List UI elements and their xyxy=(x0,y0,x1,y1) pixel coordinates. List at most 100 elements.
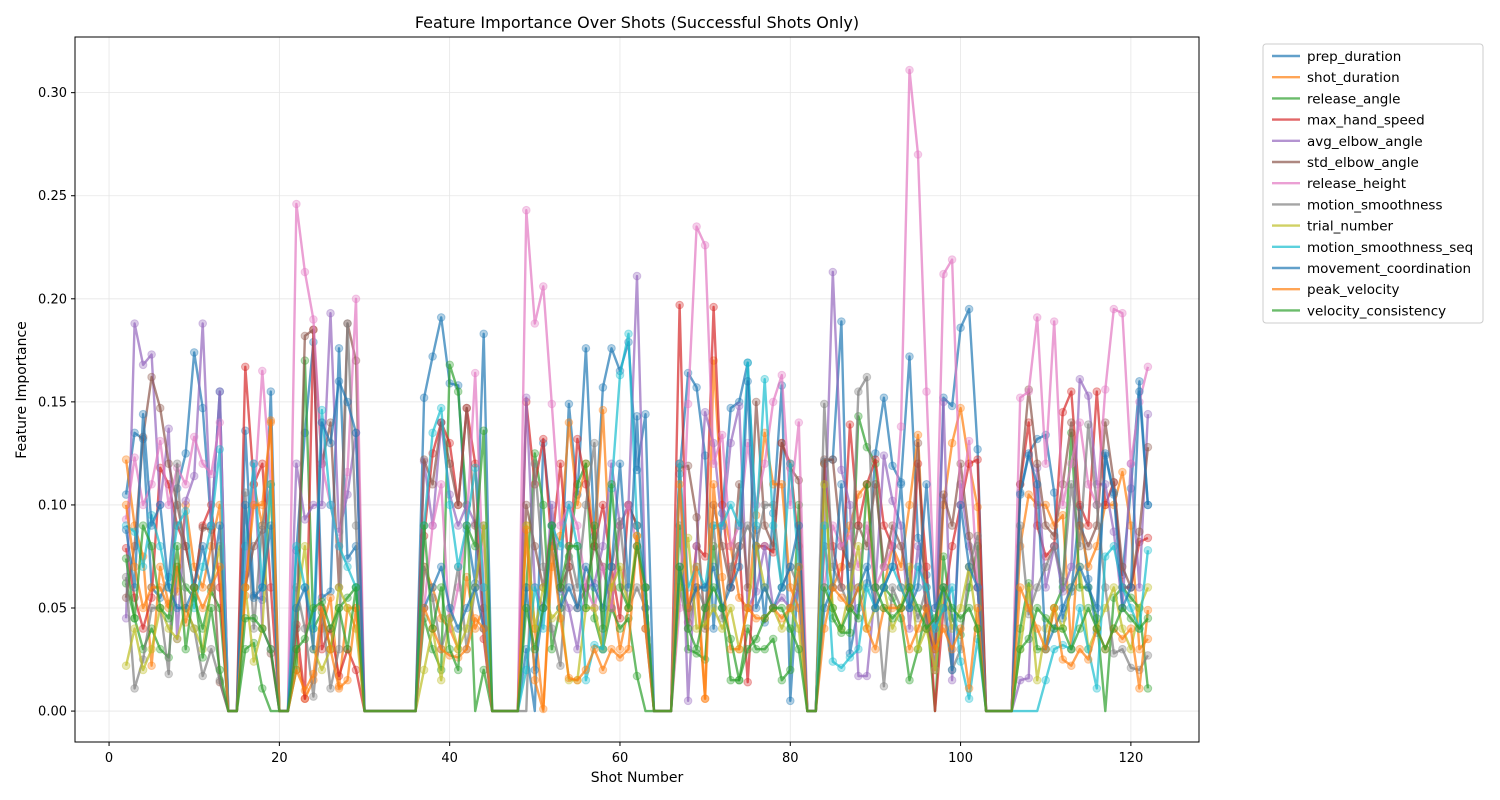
data-point xyxy=(564,541,574,551)
data-point xyxy=(419,393,429,403)
data-point xyxy=(343,397,352,407)
data-point xyxy=(309,500,318,510)
data-point xyxy=(462,603,472,613)
data-point xyxy=(964,531,974,541)
data-point xyxy=(615,644,625,654)
data-point xyxy=(1024,634,1033,644)
y-tick-label: 0.00 xyxy=(38,705,67,720)
data-point xyxy=(598,644,608,654)
data-point xyxy=(164,500,173,510)
data-point xyxy=(1015,644,1025,654)
data-point xyxy=(1084,603,1093,613)
data-point xyxy=(343,562,352,572)
data-point xyxy=(837,480,846,489)
data-point xyxy=(709,302,718,312)
data-point xyxy=(922,387,931,396)
data-point xyxy=(479,329,489,339)
data-point xyxy=(879,521,889,530)
data-point xyxy=(428,480,437,489)
data-point xyxy=(939,583,948,592)
data-point xyxy=(683,696,693,706)
data-point xyxy=(692,562,701,572)
data-point xyxy=(854,614,863,623)
data-point xyxy=(198,541,207,551)
data-point xyxy=(947,541,957,551)
data-point xyxy=(215,387,225,396)
data-point xyxy=(334,684,344,693)
data-point xyxy=(905,644,914,654)
data-point xyxy=(309,692,318,701)
y-axis-title: Feature Importance xyxy=(14,321,30,459)
data-point xyxy=(479,426,489,436)
data-point xyxy=(939,624,948,633)
data-point xyxy=(181,506,190,516)
data-point xyxy=(760,541,770,551)
data-point xyxy=(777,603,787,613)
plot-area-frame xyxy=(74,36,1200,743)
data-point xyxy=(155,603,165,613)
data-point xyxy=(147,521,156,530)
data-point xyxy=(1049,317,1059,326)
data-point xyxy=(172,459,182,469)
data-point xyxy=(624,644,633,654)
data-point xyxy=(1109,488,1119,497)
data-point xyxy=(326,644,335,654)
data-point xyxy=(539,500,548,510)
data-point xyxy=(147,603,156,613)
data-point xyxy=(326,624,335,633)
data-point xyxy=(1058,407,1068,417)
data-point xyxy=(198,523,207,532)
data-point xyxy=(632,271,642,281)
data-point xyxy=(1067,480,1076,489)
data-point xyxy=(862,480,872,489)
data-point xyxy=(1024,490,1033,499)
data-point xyxy=(692,383,701,392)
data-point xyxy=(198,319,207,328)
data-point xyxy=(888,583,897,592)
data-point xyxy=(1049,644,1059,654)
data-point xyxy=(326,308,335,318)
data-point xyxy=(854,387,863,396)
data-point xyxy=(1101,385,1110,394)
data-point xyxy=(147,583,156,592)
data-point xyxy=(700,552,710,561)
data-point xyxy=(121,500,131,510)
data-point xyxy=(1041,614,1050,623)
data-point xyxy=(428,624,437,633)
data-point xyxy=(905,500,914,510)
data-point xyxy=(913,624,923,633)
data-point xyxy=(837,541,846,551)
data-point xyxy=(343,644,352,654)
data-point xyxy=(905,65,914,75)
data-point xyxy=(155,500,165,510)
data-point xyxy=(590,603,599,613)
data-point xyxy=(1126,624,1136,633)
data-point xyxy=(309,315,318,324)
data-point xyxy=(147,661,156,671)
data-point xyxy=(905,603,914,613)
data-point xyxy=(1143,409,1153,419)
data-point xyxy=(607,644,616,654)
data-point xyxy=(1041,644,1050,654)
data-point xyxy=(1067,459,1076,469)
data-point xyxy=(760,583,770,592)
data-point xyxy=(121,661,131,671)
data-point xyxy=(964,684,974,693)
x-tick-label: 60 xyxy=(612,751,629,766)
data-point xyxy=(615,370,625,380)
data-point xyxy=(888,614,897,623)
series-line-movement-coordination xyxy=(124,380,1150,713)
data-point xyxy=(751,397,761,407)
data-point xyxy=(590,583,599,592)
data-point xyxy=(300,515,310,524)
data-point xyxy=(206,521,216,530)
data-point xyxy=(138,500,148,510)
data-point xyxy=(862,372,872,382)
data-point xyxy=(539,434,548,444)
data-point xyxy=(1092,387,1102,396)
data-point xyxy=(445,360,455,370)
data-point xyxy=(522,500,531,510)
data-point xyxy=(1067,644,1076,654)
data-point xyxy=(1067,661,1076,671)
data-point xyxy=(1118,634,1127,644)
